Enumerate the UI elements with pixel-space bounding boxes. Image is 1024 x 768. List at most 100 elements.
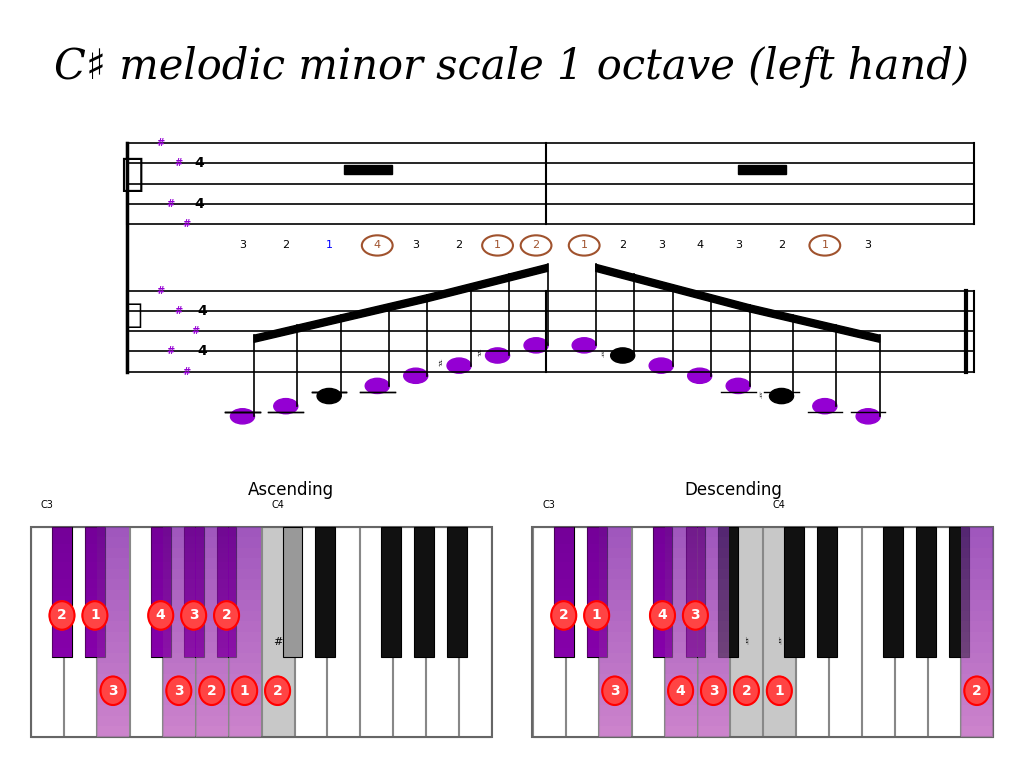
Bar	[554, 571, 573, 579]
Bar	[228, 674, 261, 684]
Bar	[784, 527, 804, 657]
Bar	[228, 621, 261, 632]
Bar	[554, 605, 573, 614]
Bar	[228, 695, 261, 706]
Text: 1: 1	[581, 240, 588, 250]
Text: 2: 2	[741, 684, 752, 698]
Circle shape	[232, 677, 257, 705]
Bar	[163, 642, 195, 653]
Bar	[52, 545, 72, 553]
Bar	[85, 579, 104, 588]
Bar	[163, 674, 195, 684]
Bar	[719, 527, 738, 657]
Text: #: #	[166, 346, 174, 356]
Bar	[85, 648, 104, 657]
Bar	[961, 674, 993, 684]
Bar	[587, 622, 606, 631]
Bar	[665, 621, 696, 632]
Bar	[97, 664, 129, 674]
Text: 𝄢: 𝄢	[125, 301, 142, 329]
Bar	[196, 716, 227, 727]
Bar	[697, 674, 729, 684]
Bar	[599, 695, 631, 706]
Ellipse shape	[769, 389, 794, 404]
Bar	[85, 527, 104, 657]
Bar	[97, 695, 129, 706]
Bar	[151, 579, 171, 588]
Bar	[652, 622, 673, 631]
Text: ♮: ♮	[600, 350, 603, 360]
Bar	[697, 569, 729, 579]
Circle shape	[181, 601, 206, 630]
Bar	[599, 621, 631, 632]
Text: 3: 3	[690, 608, 700, 622]
Ellipse shape	[485, 348, 510, 363]
Bar	[685, 579, 706, 588]
Bar	[961, 601, 993, 611]
Text: 3: 3	[174, 684, 183, 698]
Polygon shape	[254, 295, 427, 343]
Bar	[85, 622, 104, 631]
Bar	[217, 640, 237, 648]
Bar	[196, 579, 227, 590]
FancyBboxPatch shape	[665, 527, 696, 737]
FancyBboxPatch shape	[459, 527, 492, 737]
Bar	[665, 716, 696, 727]
Bar	[599, 684, 631, 695]
FancyBboxPatch shape	[393, 527, 425, 737]
Bar	[183, 545, 204, 553]
Bar	[961, 642, 993, 653]
Bar	[97, 569, 129, 579]
Bar	[97, 611, 129, 621]
Circle shape	[551, 601, 577, 630]
Bar	[163, 569, 195, 579]
Bar	[599, 538, 631, 548]
Bar	[228, 527, 261, 538]
Bar	[697, 695, 729, 706]
FancyBboxPatch shape	[97, 527, 129, 737]
Bar	[697, 579, 729, 590]
Bar	[85, 588, 104, 596]
Bar	[52, 631, 72, 640]
Bar	[599, 601, 631, 611]
Bar	[228, 538, 261, 548]
Bar	[599, 706, 631, 716]
Bar	[554, 561, 573, 571]
Bar	[163, 601, 195, 611]
Bar	[151, 527, 171, 657]
Bar	[961, 527, 993, 538]
Bar	[151, 622, 171, 631]
Bar	[97, 684, 129, 695]
Bar	[52, 640, 72, 648]
Bar	[52, 571, 72, 579]
Bar	[52, 561, 72, 571]
Bar	[196, 601, 227, 611]
FancyBboxPatch shape	[262, 527, 294, 737]
FancyBboxPatch shape	[328, 527, 359, 737]
Bar	[151, 614, 171, 622]
Bar	[915, 527, 936, 657]
Text: 4: 4	[657, 608, 668, 622]
Text: 3: 3	[864, 240, 871, 250]
Bar	[685, 553, 706, 561]
Bar	[381, 527, 401, 657]
Bar	[151, 640, 171, 648]
Bar	[587, 648, 606, 657]
Ellipse shape	[317, 389, 341, 404]
Bar	[217, 588, 237, 596]
FancyBboxPatch shape	[599, 527, 631, 737]
Bar	[228, 569, 261, 579]
Bar	[217, 553, 237, 561]
Text: 3: 3	[413, 240, 419, 250]
Bar	[85, 527, 104, 535]
Bar	[196, 674, 227, 684]
Bar	[554, 553, 573, 561]
Bar	[587, 571, 606, 579]
Bar	[554, 579, 573, 588]
Bar	[587, 588, 606, 596]
Bar	[163, 538, 195, 548]
Text: 2: 2	[620, 240, 627, 250]
Text: ♯: ♯	[476, 349, 480, 359]
Bar	[685, 640, 706, 648]
Bar	[697, 684, 729, 695]
